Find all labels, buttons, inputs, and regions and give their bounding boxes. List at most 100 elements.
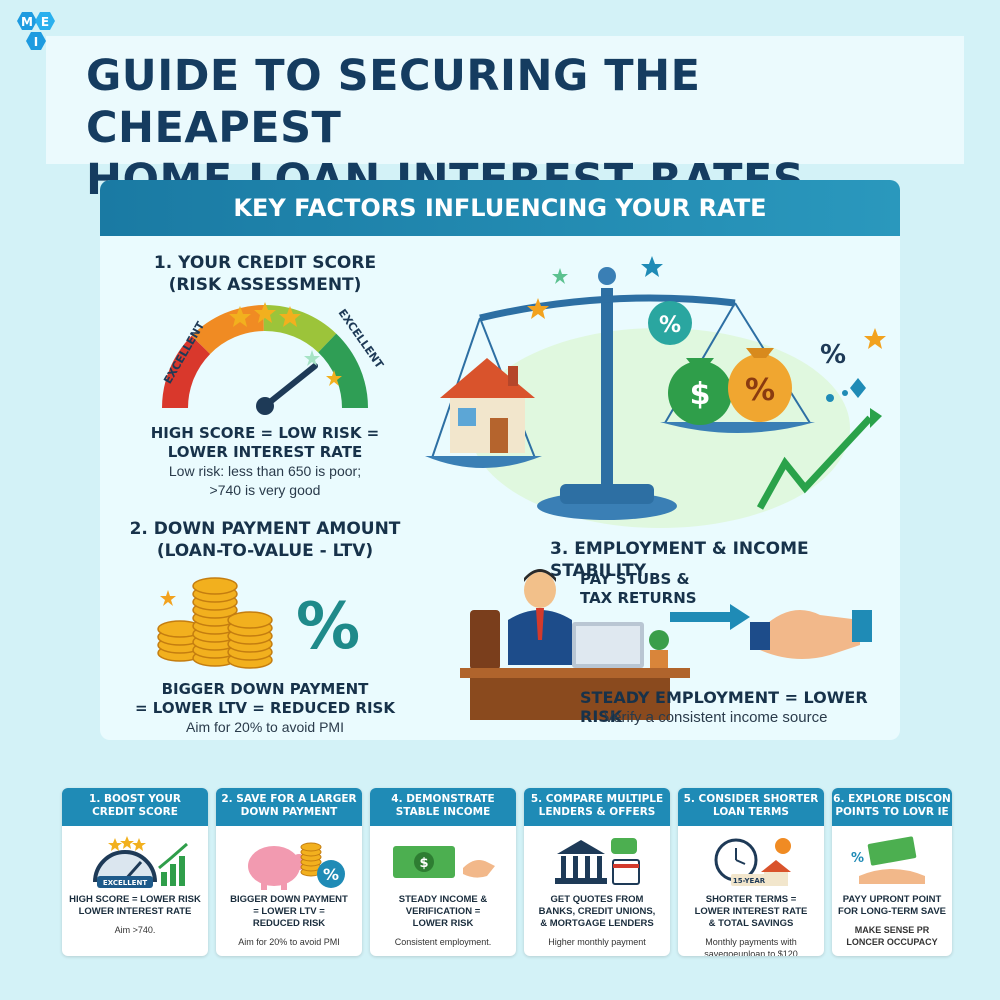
employment-note: Verify a consistent income source xyxy=(604,709,828,726)
bubble-percent-text: % xyxy=(659,313,681,338)
card-title-line2: BANKS, CREDIT UNIONS, xyxy=(538,906,656,917)
card-head-line1: 5. COMPARE MULTIPLE xyxy=(530,793,664,805)
floating-percent-text: % xyxy=(820,340,846,370)
coins-stack-icon: % xyxy=(157,577,360,669)
card-note-line1: Consistent employment. xyxy=(394,937,492,947)
employment-title: 3. EMPLOYMENT & INCOME STABILITY xyxy=(550,539,809,581)
card-title-line3: REDUCED RISK xyxy=(252,918,326,929)
down-percent-text: % xyxy=(296,590,360,664)
handshake-icon xyxy=(760,610,860,659)
card-note-line1: MAKE SENSE PR xyxy=(854,925,930,935)
card-title-line1: STEADY INCOME & xyxy=(398,894,488,905)
card-heading: 5. CONSIDER SHORTER LOAN TERMS xyxy=(678,788,824,826)
card-heading: 5. COMPARE MULTIPLE LENDERS & OFFERS xyxy=(524,788,670,826)
card-head-line1: 2. SAVE FOR A LARGER xyxy=(221,793,357,805)
credit-score-title: 1. YOUR CREDIT SCORE (RISK ASSESSMENT) xyxy=(100,252,430,296)
card-note-line1: Higher monthly payment xyxy=(548,937,646,947)
key-factors-heading: KEY FACTORS INFLUENCING YOUR RATE xyxy=(100,180,900,236)
card-head-line2: LOAN TERMS xyxy=(713,806,789,818)
card-note-line1: Aim for 20% to avoid PMI xyxy=(238,937,340,947)
card-title-line2: LOWER INTEREST RATE xyxy=(694,906,808,917)
tip-card-discount-points: 6. EXPLORE DISCON POINTS TO LOVR IE % PA… xyxy=(832,788,952,956)
credit-gauge-icon: EXCELLENT EXCELLENT xyxy=(161,302,386,415)
card-title-line1: HIGH SCORE = LOWER RISK xyxy=(69,894,201,905)
card-head-line1: 6. EXPLORE DISCON xyxy=(833,793,951,805)
credit-note: Low risk: less than 650 is poor; >740 is… xyxy=(100,462,430,500)
card-badge-text: EXCELLENT xyxy=(103,879,147,887)
svg-text:I: I xyxy=(34,35,38,49)
card-title-line3: & TOTAL SAVINGS xyxy=(708,918,794,929)
mei-logo: M E I xyxy=(17,12,55,50)
card-heading: 6. EXPLORE DISCON POINTS TO LOVR IE xyxy=(832,788,952,826)
down-rule-line1: BIGGER DOWN PAYMENT xyxy=(161,680,369,698)
tip-card-credit: 1. BOOST YOUR CREDIT SCORE EXCELLENT HIG… xyxy=(62,788,208,956)
docs-line1: PAY STUBS & xyxy=(580,570,690,588)
card-title: STEADY INCOME & VERIFICATION = LOWER RIS… xyxy=(370,894,516,930)
card-badge-text: % xyxy=(323,865,339,884)
card-head-line2: DOWN PAYMENT xyxy=(240,806,338,818)
cash-handshake-icon: $ xyxy=(393,846,495,878)
card-head-line2: CREDIT SCORE xyxy=(92,806,178,818)
card-title: HIGH SCORE = LOWER RISK LOWER INTEREST R… xyxy=(62,894,208,918)
credit-rule: HIGH SCORE = LOW RISK = LOWER INTEREST R… xyxy=(100,424,430,462)
card-note-line1: Monthly payments with xyxy=(705,937,797,947)
card-title: BIGGER DOWN PAYMENT = LOWER LTV = REDUCE… xyxy=(216,894,362,930)
card-note-line1: Aim >740. xyxy=(114,925,156,935)
card-heading: 1. BOOST YOUR CREDIT SCORE xyxy=(62,788,208,826)
bag-dollar-text: $ xyxy=(690,377,711,412)
card-head-line2: STABLE INCOME xyxy=(395,806,491,818)
card-title-line2: = LOWER LTV = xyxy=(253,906,325,917)
card-title: SHORTER TERMS = LOWER INTEREST RATE & TO… xyxy=(678,894,824,930)
growth-arrow-icon xyxy=(756,415,873,510)
card-title-line1: BIGGER DOWN PAYMENT xyxy=(230,894,348,905)
money-bag-icon: $ xyxy=(668,358,732,425)
card-note: Monthly payments with savegoeunloan to $… xyxy=(678,936,824,956)
card-title-line3: LOWER RISK xyxy=(412,918,474,929)
employment-illustration xyxy=(460,569,872,720)
tip-card-shorter-terms: 5. CONSIDER SHORTER LOAN TERMS 15-YEAR S… xyxy=(678,788,824,956)
key-factors-panel: KEY FACTORS INFLUENCING YOUR RATE 1. YOU… xyxy=(100,180,900,740)
card-title-line1: GET QUOTES FROM xyxy=(550,894,644,905)
sparkle-icon xyxy=(527,298,549,319)
down-title-line1: 2. DOWN PAYMENT AMOUNT xyxy=(129,519,401,539)
card-head-line1: 4. DEMONSTRATE xyxy=(391,793,495,805)
credit-title-line2: (RISK ASSESSMENT) xyxy=(168,275,362,295)
svg-text:E: E xyxy=(41,15,49,29)
card-note: Consistent employment. xyxy=(370,936,516,948)
credit-rule-line1: HIGH SCORE = LOW RISK = xyxy=(150,424,380,442)
card-badge-text: 15-YEAR xyxy=(733,877,766,885)
card-note: Aim for 20% to avoid PMI xyxy=(216,936,362,948)
card-note: Higher monthly payment xyxy=(524,936,670,948)
up-arrow-icon xyxy=(850,378,866,398)
card-heading: 4. DEMONSTRATE STABLE INCOME xyxy=(370,788,516,826)
down-title-line2: (LOAN-TO-VALUE - LTV) xyxy=(156,541,374,561)
tip-card-compare-lenders: 5. COMPARE MULTIPLE LENDERS & OFFERS GET… xyxy=(524,788,670,956)
card-title-line1: SHORTER TERMS = xyxy=(705,894,797,905)
down-rule-line2: = LOWER LTV = REDUCED RISK xyxy=(135,699,395,717)
card-head-line1: 5. CONSIDER SHORTER xyxy=(683,793,819,805)
balance-scale-illustration: $ % % % xyxy=(425,256,886,528)
card-title: PAYY UPRONT POINT FOR LONG-TERM SAVE xyxy=(832,894,952,918)
tips-cards: 1. BOOST YOUR CREDIT SCORE EXCELLENT HIG… xyxy=(62,788,952,956)
bag-percent-text: % xyxy=(745,373,775,408)
card-title-line2: LOWER INTEREST RATE xyxy=(78,906,192,917)
card-title-line3: & MORTGAGE LENDERS xyxy=(540,918,654,929)
tip-card-income: 4. DEMONSTRATE STABLE INCOME $ STEADY IN… xyxy=(370,788,516,956)
credit-title-line1: 1. YOUR CREDIT SCORE xyxy=(153,253,377,273)
title-line-1: GUIDE TO SECURING THE CHEAPEST xyxy=(86,51,701,153)
card-head-line2: POINTS TO LOVR IE xyxy=(835,806,949,818)
credit-note-line2: >740 is very good xyxy=(209,482,321,498)
percent-bag-icon: % xyxy=(728,348,792,422)
card-title-line2: FOR LONG-TERM SAVE xyxy=(837,906,947,917)
house-icon xyxy=(440,358,535,453)
down-payment-rule: BIGGER DOWN PAYMENT = LOWER LTV = REDUCE… xyxy=(100,680,430,718)
card-title-line2: VERIFICATION = xyxy=(405,906,481,917)
tip-card-down-payment: 2. SAVE FOR A LARGER DOWN PAYMENT % BIGG… xyxy=(216,788,362,956)
gauge-icon: EXCELLENT xyxy=(93,836,188,888)
down-payment-note: Aim for 20% to avoid PMI xyxy=(186,719,344,735)
credit-note-line1: Low risk: less than 650 is poor; xyxy=(168,463,362,479)
card-head-line1: 1. BOOST YOUR xyxy=(89,793,181,805)
card-badge-text: % xyxy=(851,851,864,866)
card-badge-text: $ xyxy=(419,856,428,871)
card-heading: 2. SAVE FOR A LARGER DOWN PAYMENT xyxy=(216,788,362,826)
